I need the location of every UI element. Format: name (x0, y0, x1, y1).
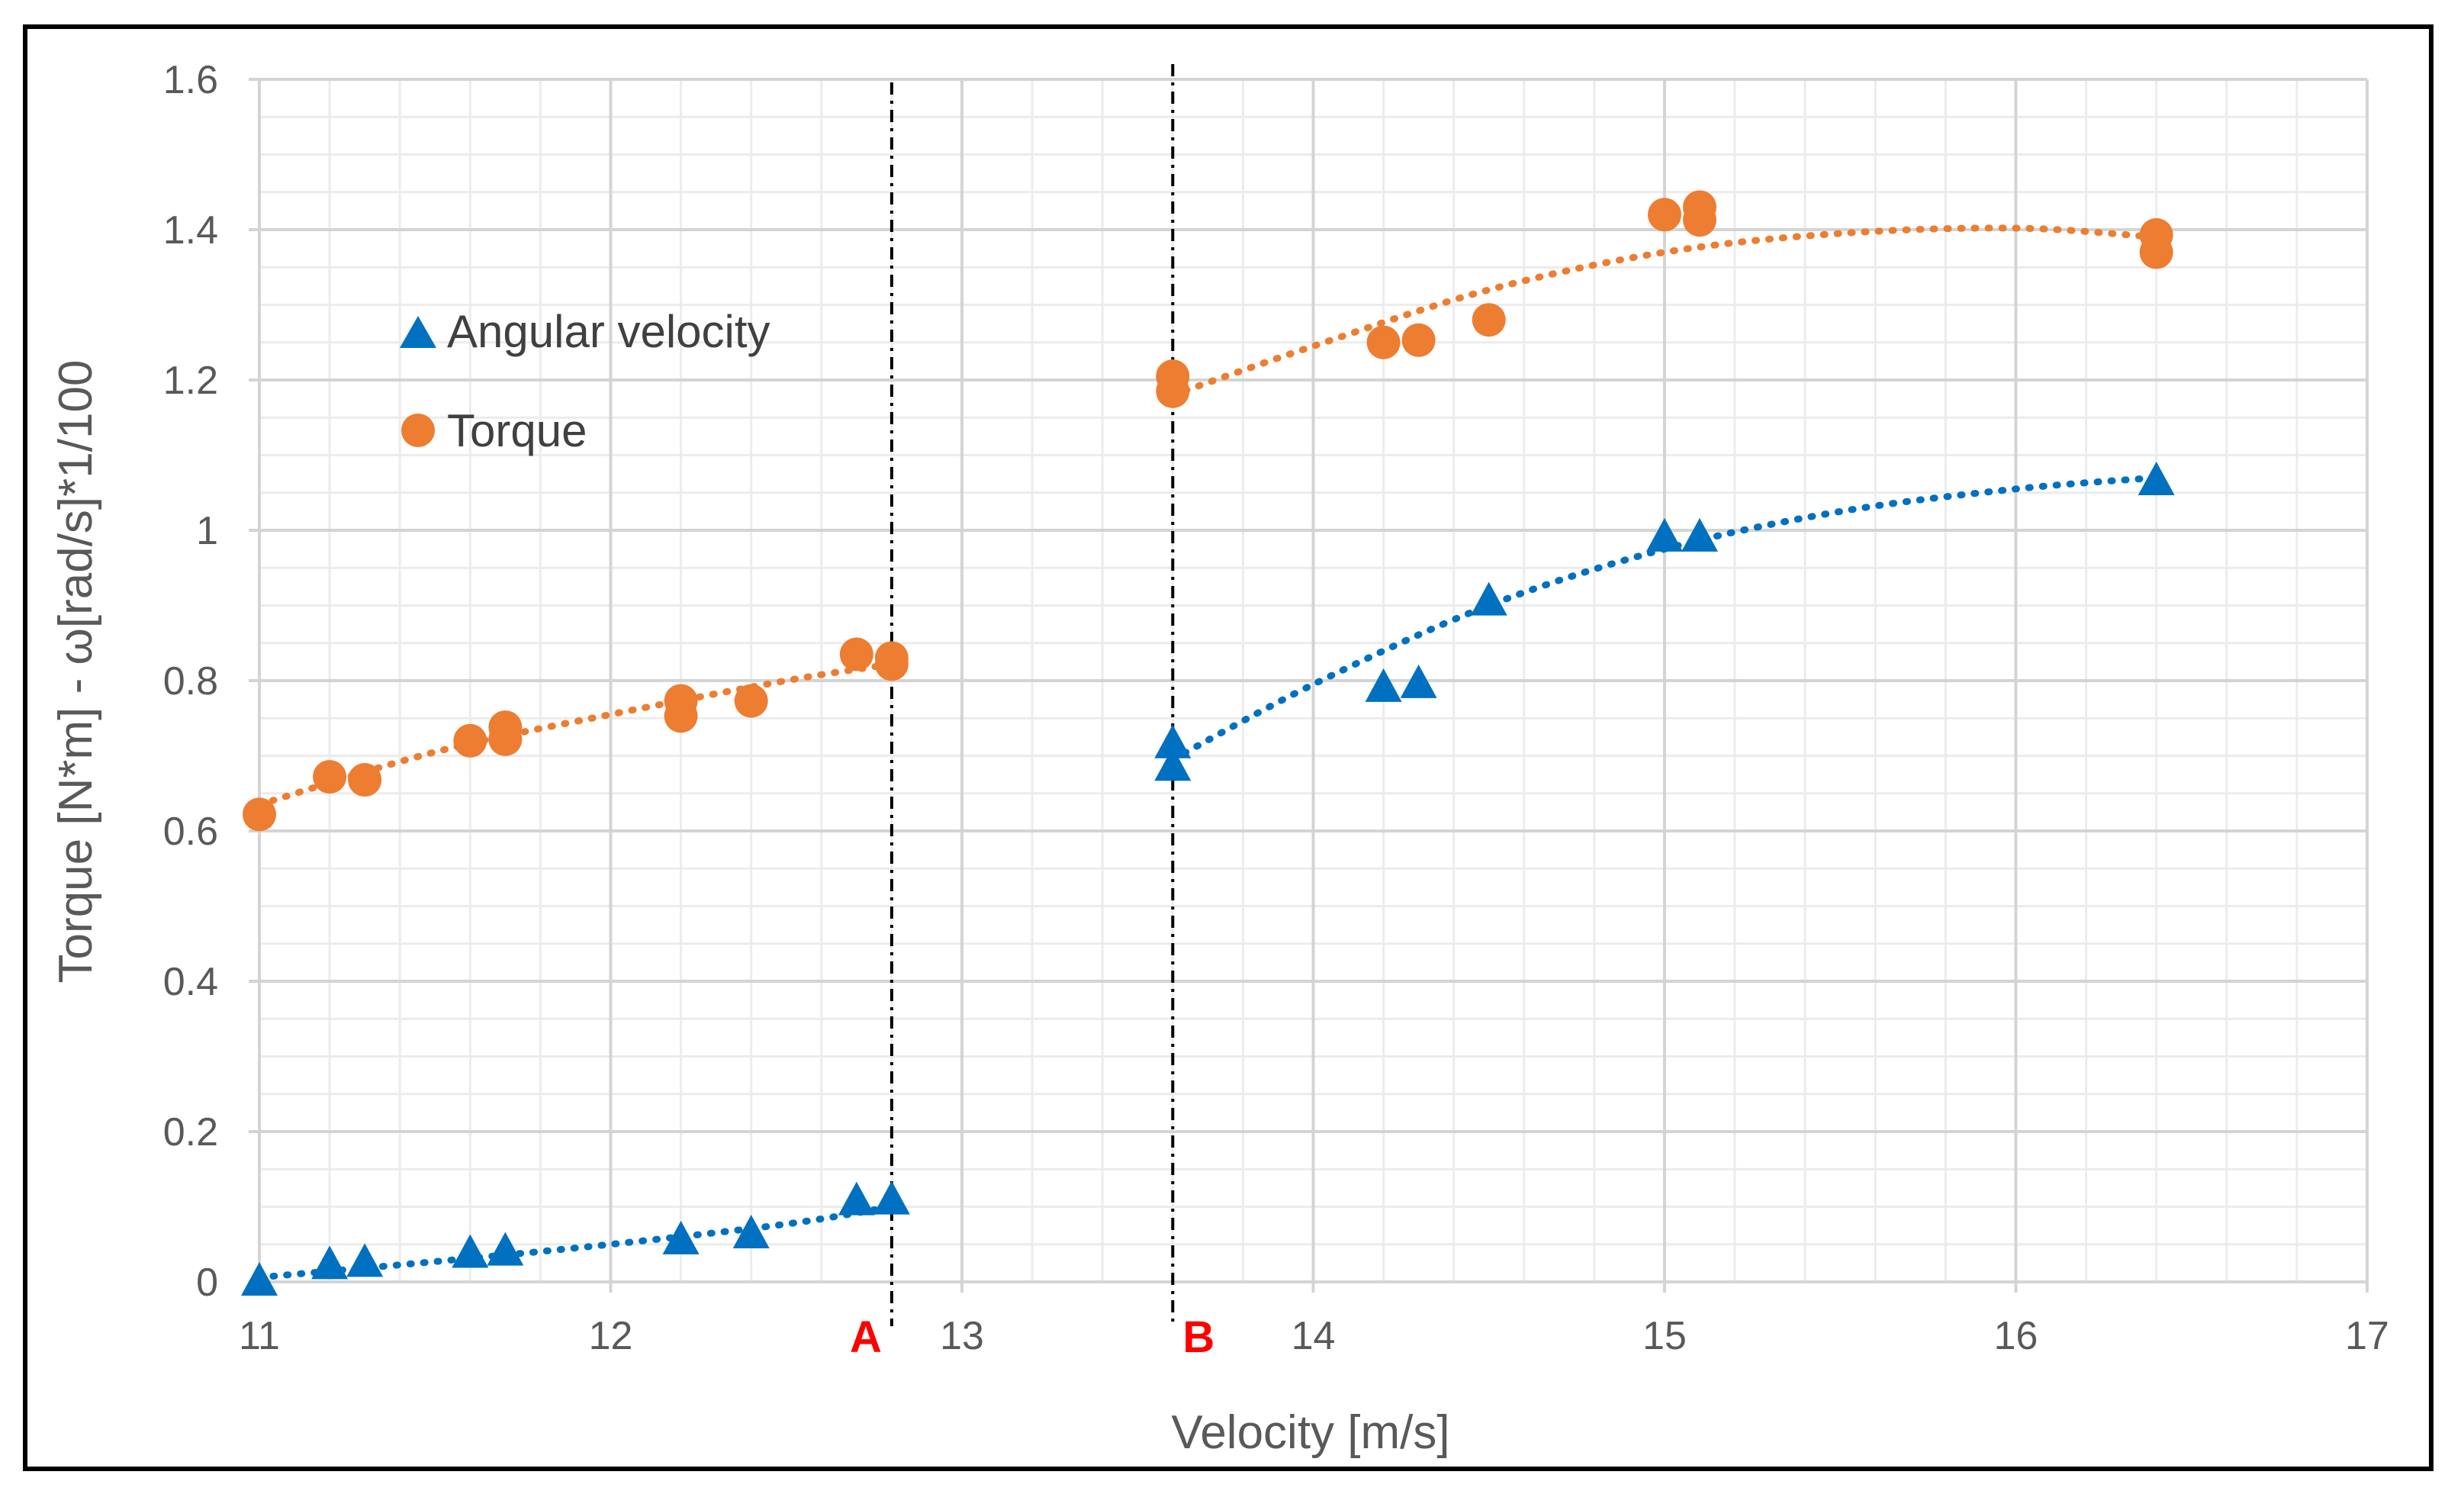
torque-point (1401, 323, 1436, 357)
torque-trendline (1169, 224, 2160, 399)
y-tick-label: 0.8 (163, 659, 218, 704)
chart-frame (23, 24, 2433, 1471)
angular-velocity-point (1470, 581, 1507, 616)
x-tick-label: 17 (2345, 1314, 2389, 1358)
y-tick-label: 1.2 (163, 359, 218, 403)
torque-point (313, 760, 347, 794)
legend-torque-label: Torque (447, 405, 587, 456)
torque-point (1472, 303, 1506, 337)
x-tick-label: 11 (239, 1314, 280, 1358)
y-tick-label: 0 (196, 1261, 218, 1305)
y-tick-label: 0.4 (163, 960, 218, 1004)
angular-velocity-point (1154, 747, 1192, 781)
angular-velocity-point (241, 1262, 278, 1296)
torque-point (874, 641, 909, 675)
x-tick-label: 16 (1994, 1314, 2038, 1358)
x-tick-label: 13 (940, 1314, 984, 1358)
angular-velocity-point (487, 1232, 524, 1266)
torque-point (1366, 325, 1401, 359)
angular-velocity-point (452, 1234, 489, 1268)
torque-point (664, 684, 698, 718)
y-axis-title: Torque [N*m] - ω[rad/s]*1/100 (50, 360, 102, 984)
y-tick-label: 0.2 (163, 1110, 218, 1154)
torque-point (488, 710, 523, 745)
angular-velocity-point (1646, 517, 1683, 552)
torque-point (2139, 217, 2173, 252)
legend-circle-icon (401, 414, 435, 447)
torque-point (243, 797, 276, 832)
x-tick-label: 12 (589, 1314, 633, 1358)
angular-velocity-point (1400, 664, 1437, 698)
y-tick-label: 1 (196, 509, 218, 553)
legend: Angular velocity Torque (400, 306, 770, 456)
y-axis-ticks: 0 0.2 0.4 0.6 0.8 1 1.2 1.4 1.6 (163, 58, 218, 1305)
torque-point (734, 684, 768, 718)
legend-angular-velocity-label: Angular velocity (447, 306, 770, 357)
torque-point (1156, 359, 1190, 394)
angular-velocity-point (732, 1214, 770, 1248)
marker-label-b: B (1182, 1312, 1214, 1362)
y-tick-label: 0.6 (163, 810, 218, 854)
angular-velocity-point (1681, 517, 1719, 552)
angular-velocity-point (2138, 461, 2175, 495)
angular-velocity-point (1365, 668, 1402, 702)
data-points (241, 190, 2175, 1296)
legend-triangle-icon (400, 316, 436, 348)
angular-velocity-point (311, 1245, 349, 1280)
x-tick-label: 15 (1642, 1314, 1687, 1358)
torque-point (348, 763, 382, 797)
x-axis-ticks: 11 12 13 14 15 16 17 (239, 1314, 2389, 1358)
x-axis-title: Velocity [m/s] (1171, 1406, 1449, 1459)
y-tick-label: 1.6 (163, 58, 218, 102)
angular-velocity-point (873, 1180, 910, 1215)
trendlines (256, 224, 2160, 1281)
y-tick-label: 1.4 (163, 208, 218, 253)
torque-point (1683, 190, 1717, 224)
torque-point (839, 637, 873, 671)
angular-velocity-point (346, 1243, 384, 1277)
torque-point (453, 723, 487, 758)
angular-velocity-point (662, 1220, 700, 1254)
x-tick-label: 14 (1292, 1314, 1336, 1358)
major-gridlines (249, 78, 2369, 1293)
torque-point (1648, 198, 1681, 232)
angular-velocity-point (838, 1181, 875, 1216)
angular-velocity-point (1154, 724, 1192, 758)
marker-label-a: A (850, 1312, 882, 1362)
